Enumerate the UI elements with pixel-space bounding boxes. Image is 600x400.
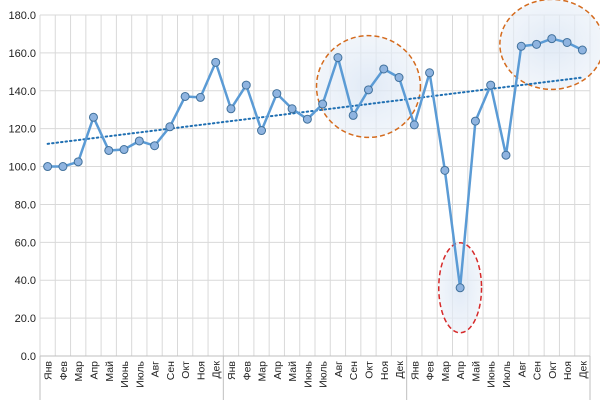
x-tick-label: Авг xyxy=(516,361,528,378)
data-point xyxy=(333,53,343,63)
y-tick-label: 20.0 xyxy=(15,313,36,325)
y-tick-label: 60.0 xyxy=(15,237,36,249)
highlight-ellipse-3 xyxy=(499,0,600,91)
data-point xyxy=(287,104,297,114)
data-point xyxy=(180,91,190,101)
data-point xyxy=(440,165,450,175)
y-tick-label: 0.0 xyxy=(21,351,36,363)
x-tick-label: Янв xyxy=(409,361,421,380)
x-tick-label: Сен xyxy=(532,361,544,380)
data-point xyxy=(577,45,587,55)
x-tick-label: Июль xyxy=(501,360,513,387)
data-point xyxy=(425,68,435,78)
data-point xyxy=(226,104,236,114)
data-point xyxy=(532,39,542,49)
x-tick-label: Сен xyxy=(165,361,177,380)
data-point xyxy=(211,57,221,67)
data-point xyxy=(486,80,496,90)
data-point xyxy=(379,64,389,74)
data-point xyxy=(470,116,480,126)
x-tick-label: Янв xyxy=(43,361,55,380)
data-point xyxy=(547,34,557,44)
x-tick-label: Дек xyxy=(211,361,223,379)
x-tick-label: Ноя xyxy=(562,361,574,380)
data-point xyxy=(73,157,83,167)
x-tick-label: Май xyxy=(470,361,482,382)
data-point xyxy=(257,126,267,136)
y-tick-label: 160.0 xyxy=(8,48,36,60)
y-tick-label: 100.0 xyxy=(8,162,36,174)
x-tick-label: Фев xyxy=(241,361,253,381)
data-point xyxy=(150,141,160,151)
y-tick-label: 80.0 xyxy=(15,199,36,211)
data-point xyxy=(455,283,465,293)
data-point xyxy=(363,85,373,95)
x-tick-label: Фев xyxy=(58,361,70,381)
x-tick-label: Июнь xyxy=(302,360,314,387)
x-tick-label: Мар xyxy=(257,361,269,382)
data-point xyxy=(165,122,175,132)
x-tick-label: Июль xyxy=(134,360,146,387)
data-point xyxy=(348,110,358,120)
data-point xyxy=(43,162,53,172)
data-point xyxy=(272,89,282,99)
data-point xyxy=(562,37,572,47)
x-tick-label: Окт xyxy=(180,361,192,379)
data-point xyxy=(516,41,526,51)
data-point xyxy=(88,112,98,122)
x-tick-label: Май xyxy=(104,361,116,382)
data-point xyxy=(318,99,328,109)
x-tick-label: Дек xyxy=(577,361,589,379)
data-point xyxy=(134,136,144,146)
data-point xyxy=(302,114,312,124)
x-tick-label: Авг xyxy=(150,361,162,378)
x-tick-label: Окт xyxy=(363,361,375,379)
x-tick-label: Ноя xyxy=(379,361,391,380)
x-tick-label: Окт xyxy=(547,361,559,379)
x-tick-label: Дек xyxy=(394,361,406,379)
y-tick-label: 120.0 xyxy=(8,124,36,136)
data-point xyxy=(409,120,419,130)
data-point xyxy=(241,80,251,90)
x-tick-label: Июнь xyxy=(119,360,131,387)
y-tick-label: 40.0 xyxy=(15,275,36,287)
y-tick-label: 140.0 xyxy=(8,86,36,98)
x-tick-label: Авг xyxy=(333,361,345,378)
data-point xyxy=(195,92,205,102)
x-tick-label: Янв xyxy=(226,361,238,380)
x-tick-label: Сен xyxy=(348,361,360,380)
data-point xyxy=(501,150,511,160)
x-tick-label: Апр xyxy=(455,361,467,380)
x-tick-label: Ноя xyxy=(195,361,207,380)
x-tick-label: Июнь xyxy=(486,360,498,387)
data-point xyxy=(104,145,114,155)
x-tick-label: Апр xyxy=(88,361,100,380)
x-tick-label: Май xyxy=(287,361,299,382)
x-tick-label: Фев xyxy=(425,361,437,381)
data-point xyxy=(394,73,404,83)
x-tick-label: Апр xyxy=(272,361,284,380)
x-tick-label: Мар xyxy=(440,361,452,382)
x-tick-label: Мар xyxy=(73,361,85,382)
y-tick-label: 180.0 xyxy=(8,10,36,22)
data-point xyxy=(58,162,68,172)
data-point xyxy=(119,145,129,155)
x-tick-label: Июль xyxy=(318,360,330,387)
